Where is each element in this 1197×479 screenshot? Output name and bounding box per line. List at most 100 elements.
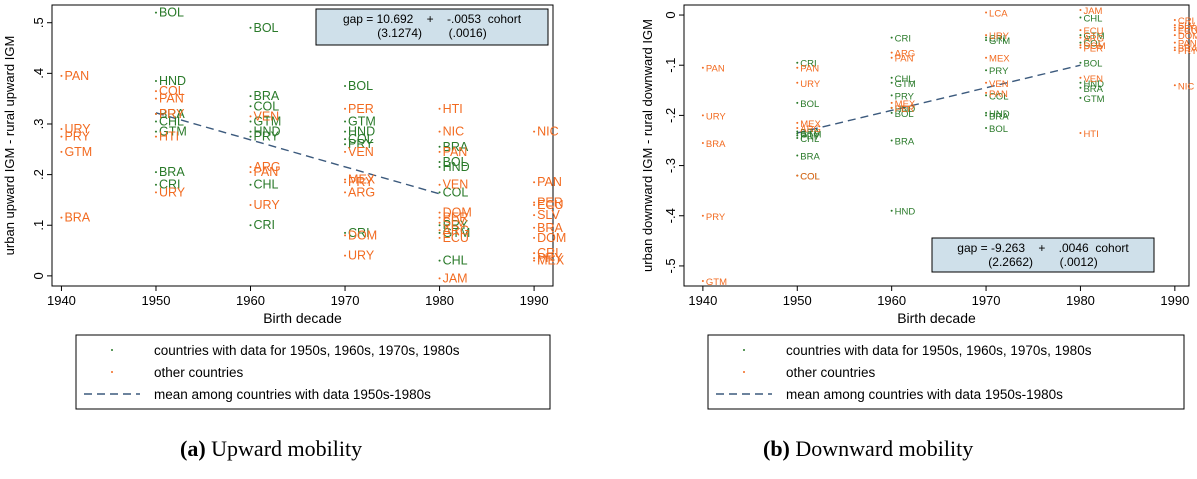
data-point-col <box>344 138 347 141</box>
point-label: HND <box>254 125 281 139</box>
data-point-slv <box>1173 24 1176 27</box>
data-point-col <box>249 105 252 108</box>
point-label: HTI <box>1083 129 1098 140</box>
data-point-dom <box>1079 44 1082 47</box>
data-point-slv <box>533 214 536 217</box>
point-label: GTM <box>159 125 187 139</box>
point-label: BRA <box>443 140 469 154</box>
point-label: PRY <box>159 107 185 121</box>
data-point-bol <box>890 111 893 114</box>
point-label: JAM <box>1083 6 1102 17</box>
data-point-bol <box>985 126 988 129</box>
point-label: PRY <box>254 130 280 144</box>
point-label: URY <box>348 249 375 263</box>
point-label: URY <box>254 198 281 212</box>
data-point-bol <box>1079 61 1082 64</box>
point-label: HND <box>1083 79 1104 90</box>
data-point-bol <box>249 26 252 29</box>
data-point-ury <box>344 254 347 257</box>
y-tick-label: 0 <box>663 11 678 18</box>
point-label: COL <box>1083 39 1103 50</box>
data-point-chl <box>796 136 799 139</box>
data-point-per <box>1173 26 1176 29</box>
caption-panel-label: (a) <box>180 436 206 461</box>
data-point-pan <box>438 150 441 153</box>
point-label: VEN <box>348 145 374 159</box>
mean-fit-line <box>797 64 1081 134</box>
y-tick-label: .2 <box>31 169 46 180</box>
point-label: PAN <box>800 64 819 75</box>
point-label: ECU <box>1083 26 1103 37</box>
data-point-bol <box>438 160 441 163</box>
y-axis-label: urban downward IGM - rural downward IGM <box>640 19 655 272</box>
point-label: BOL <box>159 6 184 20</box>
point-label: VEN <box>989 79 1009 90</box>
data-point-hnd <box>1079 81 1082 84</box>
point-label: PAN <box>706 64 725 75</box>
annotation-equation: gap = 10.692 + -.0053 cohort <box>343 12 522 26</box>
point-label: GTM <box>800 129 821 140</box>
data-point-bra <box>438 145 441 148</box>
data-point-mex <box>533 259 536 262</box>
data-point-ven <box>438 183 441 186</box>
data-point-mex <box>985 56 988 59</box>
regression-annotation-box <box>931 237 1155 273</box>
x-tick-label: 1970 <box>331 293 360 308</box>
data-point-per <box>1079 46 1082 49</box>
data-point-pan <box>60 74 63 77</box>
data-point-col <box>154 90 157 93</box>
point-label: COL <box>800 172 820 183</box>
panel-upward-mobility: 1940 1950 1960 1970 1980 1990 0 .1 .2 .3 .4 .5 Birth… <box>2 4 566 410</box>
point-label: PER <box>1178 24 1197 35</box>
data-point-arg <box>796 126 799 129</box>
plot-area <box>683 4 1190 287</box>
data-point-pry <box>438 224 441 227</box>
x-tick-label: 1940 <box>688 293 717 308</box>
data-point-pry <box>249 135 252 138</box>
point-label: PRY <box>1178 46 1197 57</box>
point-label: PER <box>1083 44 1103 55</box>
data-point-arg <box>438 229 441 232</box>
legend-box <box>75 334 551 410</box>
data-point-cri <box>796 61 799 64</box>
data-point-chl <box>249 183 252 186</box>
data-point-per <box>438 216 441 219</box>
point-label: ECU <box>1178 26 1197 37</box>
data-point-hnd <box>985 111 988 114</box>
point-label: PRY <box>537 251 563 265</box>
data-point-pry <box>344 181 347 184</box>
y-tick-label: 0 <box>31 272 46 279</box>
data-point-gtm <box>438 231 441 234</box>
y-tick-label: -.2 <box>663 108 678 123</box>
data-point-bol <box>796 101 799 104</box>
point-label: CRI <box>254 218 276 232</box>
y-tick-label: -.1 <box>663 58 678 73</box>
point-label: PER <box>443 211 469 225</box>
data-point-gtm <box>1079 96 1082 99</box>
data-point-pry <box>344 143 347 146</box>
data-point-chl <box>1079 16 1082 19</box>
legend-label: other countries <box>154 365 244 380</box>
data-point-pan <box>985 91 988 94</box>
point-label: COL <box>348 132 374 146</box>
mean-fit-line <box>155 112 440 195</box>
point-label: DOM <box>1083 41 1105 52</box>
data-point-gtm <box>344 120 347 123</box>
point-label: HND <box>895 207 916 218</box>
point-label: CRI <box>348 226 370 240</box>
y-tick-label: .5 <box>31 17 46 28</box>
point-label: DOM <box>443 206 472 220</box>
point-label: SLV <box>537 208 560 222</box>
data-point-gtm <box>1079 34 1082 37</box>
data-point-mex <box>890 101 893 104</box>
point-label: VEN <box>254 109 280 123</box>
point-label: ARG <box>348 185 375 199</box>
point-label: MEX <box>989 54 1010 65</box>
x-tick-label: 1960 <box>877 293 906 308</box>
point-label: DOM <box>348 228 377 242</box>
point-label: BRA <box>895 136 915 147</box>
data-point-pan <box>154 97 157 100</box>
point-label: BRA <box>254 89 280 103</box>
data-point-arg <box>249 166 252 169</box>
